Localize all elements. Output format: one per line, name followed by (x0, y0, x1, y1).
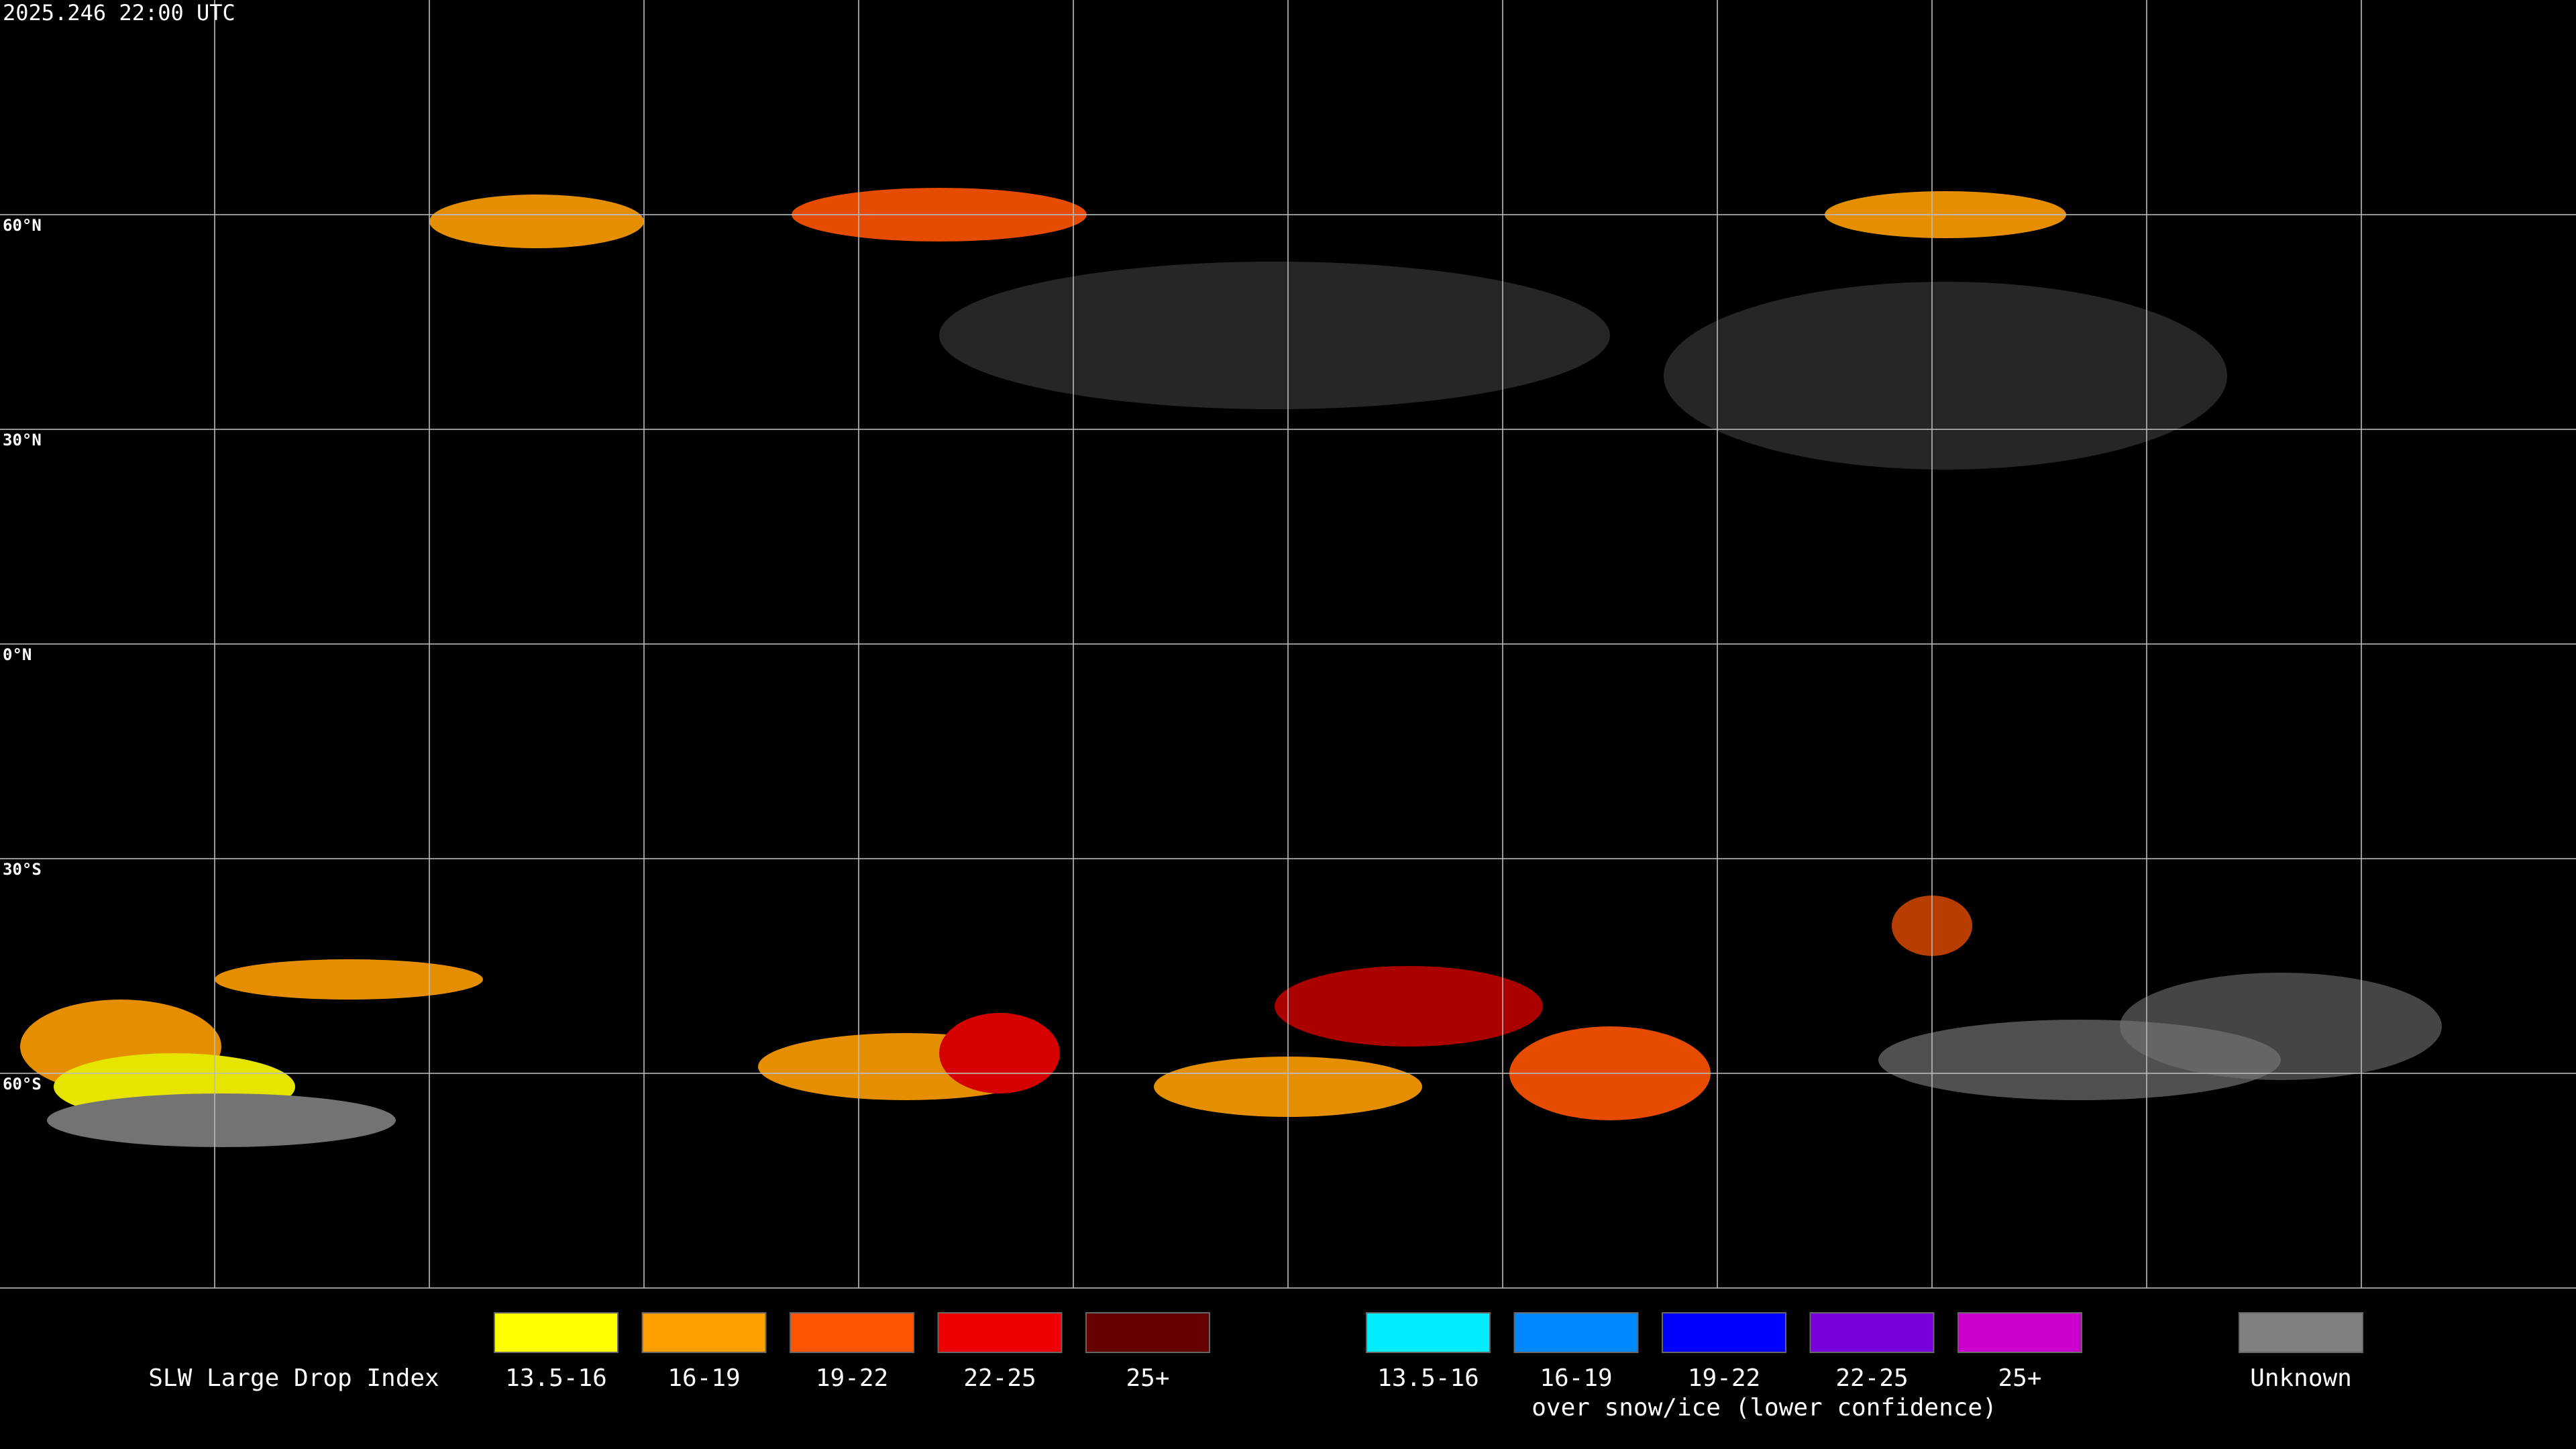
latitude-label: 60°N (3, 216, 42, 235)
latitude-label: 30°N (3, 431, 42, 449)
legend-label: 16-19 (1540, 1364, 1612, 1392)
graticule (0, 0, 2576, 1289)
legend-swatch (1662, 1312, 1786, 1353)
unknown-field (1664, 282, 2227, 470)
drop-field (1275, 966, 1543, 1046)
legend-label: Unknown (2250, 1364, 2352, 1392)
legend-label: 16-19 (667, 1364, 740, 1392)
unknown-field (939, 262, 1610, 409)
legend-swatch (2239, 1312, 2363, 1353)
timestamp: 2025.246 22:00 UTC (3, 0, 235, 25)
legend-swatch (1957, 1312, 2082, 1353)
legend-swatch (1366, 1312, 1491, 1353)
legend-swatch (494, 1312, 619, 1353)
legend-swatch (937, 1312, 1063, 1353)
legend-label: 22-25 (1835, 1364, 1908, 1392)
legend-note: over snow/ice (lower confidence) (1532, 1394, 1997, 1421)
legend-label: 19-22 (1688, 1364, 1760, 1392)
legend-swatch (641, 1312, 767, 1353)
unknown-field (2120, 973, 2442, 1080)
legend-label: 19-22 (816, 1364, 888, 1392)
unknown-field (47, 1093, 396, 1147)
legend-label: 25+ (1998, 1364, 2041, 1392)
legend-title: SLW Large Drop Index (148, 1364, 439, 1392)
latitude-label: 60°S (3, 1075, 42, 1093)
drop-field (939, 1013, 1060, 1093)
latitude-labels: 60°N 30°N 0°N 30°S 60°S (3, 216, 42, 1093)
legend-label: 13.5-16 (1377, 1364, 1479, 1392)
legend-label: 22-25 (963, 1364, 1036, 1392)
drop-field (429, 195, 644, 248)
legend-swatch (790, 1312, 914, 1353)
legend-label: 25+ (1126, 1364, 1169, 1392)
legend-swatch (1085, 1312, 1210, 1353)
legend-swatch (1513, 1312, 1639, 1353)
legend: SLW Large Drop Index 13.5-16 16-19 19-22 22-… (148, 1312, 2363, 1421)
legend-label: 13.5-16 (505, 1364, 607, 1392)
latitude-label: 30°S (3, 860, 42, 879)
legend-swatch (1809, 1312, 1935, 1353)
latitude-label: 0°N (3, 645, 32, 664)
drop-field (215, 959, 483, 1000)
